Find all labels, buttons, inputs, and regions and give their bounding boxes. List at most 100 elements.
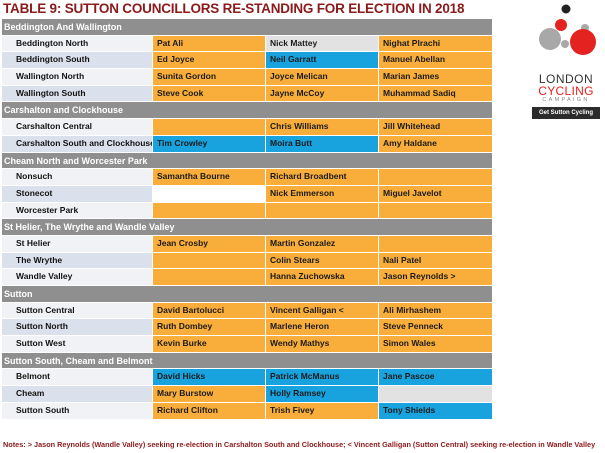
section-header: Carshalton and Clockhouse bbox=[2, 102, 492, 120]
table-row: Wallington North Sunita Gordon Joyce Melic… bbox=[2, 69, 492, 86]
councillor-cell: Joyce Melican bbox=[266, 69, 379, 85]
table-row: Wallington South Steve Cook Jayne McCoy Muh… bbox=[2, 85, 492, 103]
councillor-cell: Vincent Galligan < bbox=[266, 302, 379, 319]
councillor-cell: David Hicks bbox=[153, 369, 266, 386]
ward-name: Sutton South bbox=[2, 402, 153, 419]
councillor-cell: Steve Penneck bbox=[379, 319, 492, 336]
ward-name: Carshalton South and Clockhouse bbox=[2, 135, 153, 152]
table-row: St Helier Jean Crosby Martin Gonzalez bbox=[2, 235, 492, 253]
councillor-cell: Patrick McManus bbox=[266, 369, 379, 386]
councillor-cell: Simon Wales bbox=[379, 336, 492, 352]
table-row: Belmont David Hicks Patrick McManus Jane Pa… bbox=[2, 369, 492, 387]
logo-campaign: CAMPAIGN bbox=[542, 97, 590, 103]
ward-name: Wallington North bbox=[2, 69, 153, 85]
table-row: Carshalton Central Chris Williams Jill Whi… bbox=[2, 119, 492, 136]
table-row: Sutton West Kevin Burke Wendy Mathys Simon … bbox=[2, 336, 492, 353]
ward-name: Nonsuch bbox=[2, 169, 153, 185]
councillor-cell bbox=[153, 185, 266, 202]
councillor-cell: Ali Mirhashem bbox=[379, 302, 492, 319]
councillor-cell: Neil Garratt bbox=[266, 52, 379, 69]
table-row: Beddington North Pat Ali Nick Mattey Nighat… bbox=[2, 35, 492, 53]
ward-name: Cheam bbox=[2, 386, 153, 402]
councillor-cell: Marlene Heron bbox=[266, 319, 379, 336]
councillor-cell: Samantha Bourne bbox=[153, 169, 266, 185]
councillor-cell: Nick Emmerson bbox=[266, 185, 379, 202]
councillor-cell: Amy Haldane bbox=[379, 135, 492, 152]
councillor-cell: Jason Reynolds > bbox=[379, 269, 492, 285]
councillor-cell: Wendy Mathys bbox=[266, 336, 379, 352]
ward-name: Worcester Park bbox=[2, 202, 153, 219]
councillor-cell: Marian James bbox=[379, 69, 492, 85]
table-row: Stonecot Nick Emmerson Miguel Javelot bbox=[2, 185, 492, 203]
table-row: Sutton North Ruth Dombey Marlene Heron Stev… bbox=[2, 319, 492, 337]
councillor-cell: Ruth Dombey bbox=[153, 319, 266, 336]
logo-tagline: Get Sutton Cycling bbox=[532, 106, 600, 119]
councillor-cell: Colin Stears bbox=[266, 252, 379, 269]
table-row: Cheam Mary Burstow Holly Ramsey bbox=[2, 386, 492, 403]
councillors-table: Beddington And Wallington Beddington Nort… bbox=[2, 19, 492, 420]
councillor-cell bbox=[266, 202, 379, 219]
table-row: Carshalton South and Clockhouse Tim Crowl… bbox=[2, 135, 492, 153]
section-header: Beddington And Wallington bbox=[2, 19, 492, 36]
councillor-cell: Chris Williams bbox=[266, 119, 379, 135]
councillor-cell: David Bartolucci bbox=[153, 302, 266, 319]
ward-name: Belmont bbox=[2, 369, 153, 386]
councillor-cell: Hanna Zuchowska bbox=[266, 269, 379, 285]
logo-london: LONDON bbox=[538, 72, 594, 86]
ward-name: The Wrythe bbox=[2, 252, 153, 269]
section-header: St Helier, The Wrythe and Wandle Valley bbox=[2, 219, 492, 236]
ward-name: Stonecot bbox=[2, 185, 153, 202]
table-row: Sutton South Richard Clifton Trish Fivey To… bbox=[2, 402, 492, 420]
table-row: Beddington South Ed Joyce Neil Garratt Manu… bbox=[2, 52, 492, 70]
councillor-cell: Sunita Gordon bbox=[153, 69, 266, 85]
councillor-cell: Nali Patel bbox=[379, 252, 492, 269]
councillor-cell: Moira Butt bbox=[266, 135, 379, 152]
section-header: Sutton bbox=[2, 286, 492, 303]
ward-name: Wandle Valley bbox=[2, 269, 153, 285]
councillor-cell: Jill Whitehead bbox=[379, 119, 492, 135]
councillor-cell: Kevin Burke bbox=[153, 336, 266, 352]
councillor-cell: Muhammad Sadiq bbox=[379, 85, 492, 102]
councillor-cell bbox=[379, 202, 492, 219]
ward-name: Carshalton Central bbox=[2, 119, 153, 135]
councillor-cell: Nick Mattey bbox=[266, 35, 379, 52]
councillor-cell: Pat Ali bbox=[153, 35, 266, 52]
councillor-cell bbox=[379, 235, 492, 252]
councillor-cell bbox=[153, 202, 266, 219]
ward-name: Sutton North bbox=[2, 319, 153, 336]
councillor-cell: Jean Crosby bbox=[153, 235, 266, 252]
lcc-logo: LONDON CYCLING CAMPAIGN Get Sutton Cycli… bbox=[532, 4, 600, 119]
councillor-cell: Tony Shields bbox=[379, 402, 492, 419]
councillor-cell: Martin Gonzalez bbox=[266, 235, 379, 252]
councillor-cell: Jane Pascoe bbox=[379, 369, 492, 386]
councillor-cell: Miguel Javelot bbox=[379, 185, 492, 202]
table-title: TABLE 9: SUTTON COUNCILLORS RE-STANDING … bbox=[3, 1, 465, 16]
councillor-cell: Nighat Plrachi bbox=[379, 35, 492, 52]
councillor-cell bbox=[153, 119, 266, 135]
ward-name: Beddington South bbox=[2, 52, 153, 69]
logo-cycling: CYCLING bbox=[538, 84, 594, 98]
bubbles-logo-icon bbox=[539, 4, 596, 55]
ward-name: Sutton West bbox=[2, 336, 153, 352]
table-row: The Wrythe Colin Stears Nali Patel bbox=[2, 252, 492, 270]
councillor-cell: Holly Ramsey bbox=[266, 386, 379, 402]
councillor-cell bbox=[153, 269, 266, 285]
councillor-cell bbox=[153, 252, 266, 269]
table-row: Worcester Park bbox=[2, 202, 492, 220]
notes: Notes: > Jason Reynolds (Wandle Valley) … bbox=[3, 440, 596, 449]
table-row: Nonsuch Samantha Bourne Richard Broadbent bbox=[2, 169, 492, 186]
section-header: Sutton South, Cheam and Belmont bbox=[2, 352, 492, 370]
table-row: Wandle Valley Hanna Zuchowska Jason Reynol… bbox=[2, 269, 492, 286]
councillor-cell: Tim Crowley bbox=[153, 135, 266, 152]
councillor-cell bbox=[379, 169, 492, 185]
councillor-cell: Richard Broadbent bbox=[266, 169, 379, 185]
table-row: Sutton Central David Bartolucci Vincent Ga… bbox=[2, 302, 492, 320]
councillor-cell: Steve Cook bbox=[153, 85, 266, 102]
ward-name: Sutton Central bbox=[2, 302, 153, 319]
councillor-cell: Manuel Abellan bbox=[379, 52, 492, 69]
councillor-cell: Trish Fivey bbox=[266, 402, 379, 419]
ward-name: Wallington South bbox=[2, 85, 153, 102]
councillor-cell: Mary Burstow bbox=[153, 386, 266, 402]
councillor-cell: Richard Clifton bbox=[153, 402, 266, 419]
councillor-cell: Ed Joyce bbox=[153, 52, 266, 69]
